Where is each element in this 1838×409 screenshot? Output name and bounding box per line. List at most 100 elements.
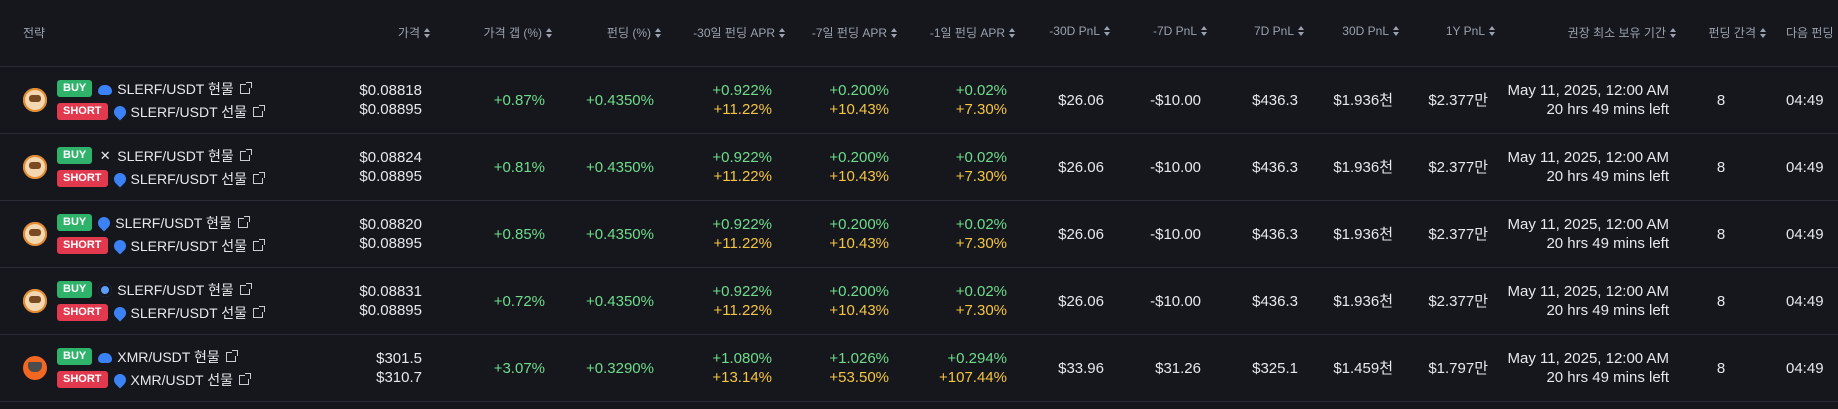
interval-cell: 8 — [1676, 67, 1766, 133]
sort-icon[interactable] — [424, 27, 430, 38]
header-pnl-m30-label: -30D PnL — [1049, 24, 1100, 38]
pnl-m7-value: -$10.00 — [1150, 292, 1201, 310]
short-pair-link[interactable]: SLERF/USDT 선물 — [130, 170, 248, 187]
header-pnl-7[interactable]: 7D PnL — [1207, 0, 1304, 38]
sort-icon[interactable] — [1760, 27, 1766, 38]
hold-date: May 11, 2025, 12:00 AM — [1507, 82, 1670, 99]
pnl-7-cell: $436.3 — [1207, 268, 1298, 334]
short-leg: SHORT SLERF/USDT 선물 — [57, 303, 266, 322]
table-row[interactable]: BUY SLERF/USDT 현물 SHORT SLERF/USDT 선물 $0… — [0, 201, 1838, 268]
short-pair-link[interactable]: SLERF/USDT 선물 — [130, 304, 248, 321]
apr7-funding: +0.200% — [829, 149, 889, 166]
pnl-m30-value: $33.96 — [1058, 359, 1104, 377]
sort-icon[interactable] — [1393, 26, 1399, 36]
funding-cell: +0.4350% — [552, 67, 654, 133]
table-row[interactable]: BUY ✕ SLERF/USDT 현물 SHORT SLERF/USDT 선물 … — [0, 134, 1838, 201]
header-pnl-30[interactable]: 30D PnL — [1304, 0, 1399, 38]
pnl-1y-cell: $2.377만 — [1399, 201, 1488, 267]
hold-time-left: 20 hrs 49 mins left — [1546, 302, 1669, 319]
pnl-30-cell: $1.936천 — [1304, 134, 1393, 200]
pnl-1y-value: $1.797만 — [1428, 359, 1488, 377]
interval-value: 8 — [1716, 292, 1726, 310]
apr30-cell: +0.922% +11.22% — [661, 268, 772, 334]
pnl-m7-value: -$10.00 — [1150, 91, 1201, 109]
price-gap-cell: +0.85% — [430, 201, 545, 267]
interval-value: 8 — [1716, 225, 1726, 243]
external-link-icon[interactable] — [253, 238, 266, 251]
header-pnl-m30[interactable]: -30D PnL — [1015, 0, 1110, 38]
interval-value: 8 — [1716, 359, 1726, 377]
buy-pair-link[interactable]: SLERF/USDT 현물 — [117, 80, 234, 97]
swirl-exchange-icon — [98, 282, 113, 297]
apr7-cell: +0.200% +10.43% — [785, 268, 889, 334]
external-link-icon[interactable] — [253, 305, 266, 318]
short-leg: SHORT SLERF/USDT 선물 — [57, 169, 266, 188]
header-funding-label: 펀딩 (%) — [606, 26, 651, 40]
apr1-cell: +0.02% +7.30% — [897, 201, 1007, 267]
apr30-funding: +0.922% — [712, 82, 772, 99]
interval-cell: 8 — [1676, 134, 1766, 200]
header-apr7[interactable]: -7일 펀딩 APR — [785, 0, 897, 41]
pnl-m30-cell: $26.06 — [1015, 268, 1104, 334]
header-apr30[interactable]: -30일 펀딩 APR — [661, 0, 785, 41]
pnl-30-cell: $1.459천 — [1304, 335, 1393, 401]
table-row[interactable]: BUY SLERF/USDT 현물 SHORT SLERF/USDT 선물 $0… — [0, 268, 1838, 335]
table-row[interactable]: BUY SLERF/USDT 현물 SHORT SLERF/USDT 선물 $0… — [0, 67, 1838, 134]
sort-icon[interactable] — [1104, 26, 1110, 36]
sort-icon[interactable] — [655, 27, 661, 38]
sort-icon[interactable] — [779, 27, 785, 38]
external-link-icon[interactable] — [239, 282, 252, 295]
buy-pair-link[interactable]: SLERF/USDT 현물 — [117, 147, 234, 164]
header-interval[interactable]: 펀딩 간격 — [1676, 0, 1766, 41]
header-pnl-m7[interactable]: -7D PnL — [1110, 0, 1207, 38]
short-pair-link[interactable]: SLERF/USDT 선물 — [130, 237, 248, 254]
apr1-apr: +7.30% — [955, 168, 1007, 185]
pnl-7-value: $436.3 — [1252, 91, 1298, 109]
x-exchange-icon: ✕ — [99, 147, 111, 163]
price-gap-value: +0.87% — [493, 91, 545, 109]
buy-pair-link[interactable]: XMR/USDT 현물 — [117, 348, 220, 365]
pnl-m7-cell: -$10.00 — [1110, 268, 1201, 334]
table-row[interactable]: BUY XMR/USDT 현물 SHORT XMR/USDT 선물 $301.5… — [0, 335, 1838, 402]
apr7-apr: +53.50% — [829, 369, 889, 386]
buy-pair-link[interactable]: SLERF/USDT 현물 — [117, 281, 234, 298]
pnl-7-value: $325.1 — [1252, 359, 1298, 377]
header-apr1[interactable]: -1일 펀딩 APR — [897, 0, 1015, 41]
buy-badge: BUY — [57, 348, 93, 365]
pnl-30-cell: $1.936천 — [1304, 268, 1393, 334]
sort-icon[interactable] — [891, 27, 897, 38]
sort-icon[interactable] — [1298, 26, 1304, 36]
external-link-icon[interactable] — [253, 171, 266, 184]
buy-badge: BUY — [57, 281, 93, 298]
short-pair-link[interactable]: XMR/USDT 선물 — [130, 371, 234, 388]
header-price[interactable]: 가격 — [300, 0, 430, 41]
header-next[interactable]: 다음 펀딩 — [1786, 0, 1838, 41]
spot-price: $0.08818 — [359, 82, 422, 99]
external-link-icon[interactable] — [253, 104, 266, 117]
sort-icon[interactable] — [1489, 26, 1495, 36]
header-hold[interactable]: 권장 최소 보유 기간 — [1495, 0, 1676, 41]
header-funding[interactable]: 펀딩 (%) — [552, 0, 661, 41]
external-link-icon[interactable] — [239, 81, 252, 94]
sort-icon[interactable] — [1201, 26, 1207, 36]
short-pair-link[interactable]: SLERF/USDT 선물 — [130, 103, 248, 120]
next-funding-cell: 04:49 — [1786, 134, 1838, 200]
header-price-gap[interactable]: 가격 갭 (%) — [430, 0, 552, 41]
external-link-icon[interactable] — [237, 215, 250, 228]
sort-icon[interactable] — [1009, 27, 1015, 38]
apr7-funding: +1.026% — [829, 350, 889, 367]
strategy-cell: BUY SLERF/USDT 현물 SHORT SLERF/USDT 선물 — [57, 67, 267, 133]
sort-icon[interactable] — [546, 27, 552, 38]
apr7-apr: +10.43% — [829, 302, 889, 319]
pnl-m7-cell: -$10.00 — [1110, 134, 1201, 200]
short-leg: SHORT SLERF/USDT 선물 — [57, 102, 266, 121]
external-link-icon[interactable] — [239, 372, 252, 385]
sort-icon[interactable] — [1670, 27, 1676, 38]
hold-cell: May 11, 2025, 12:00 AM 20 hrs 49 mins le… — [1495, 201, 1670, 267]
interval-cell: 8 — [1676, 268, 1766, 334]
header-pnl-1y[interactable]: 1Y PnL — [1399, 0, 1495, 38]
buy-pair-link[interactable]: SLERF/USDT 현물 — [115, 214, 232, 231]
external-link-icon[interactable] — [239, 148, 252, 161]
apr1-cell: +0.02% +7.30% — [897, 268, 1007, 334]
external-link-icon[interactable] — [225, 349, 238, 362]
